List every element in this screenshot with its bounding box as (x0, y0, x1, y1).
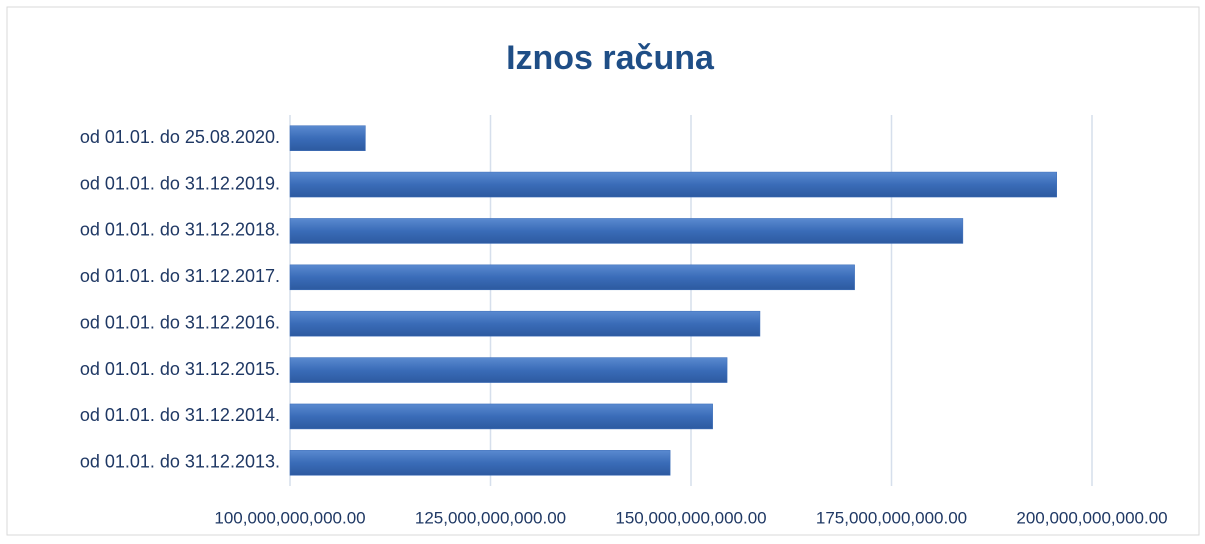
bar (289, 450, 671, 476)
y-tick-label: od 01.01. do 31.12.2017. (80, 266, 280, 286)
y-tick-label: od 01.01. do 31.12.2019. (80, 173, 280, 193)
bar (289, 125, 366, 151)
chart-title: Iznos računa (506, 39, 715, 77)
bar (289, 218, 964, 244)
x-tick-label: 200,000,000,000.00 (1016, 508, 1167, 527)
x-tick-label: 150,000,000,000.00 (615, 508, 766, 527)
y-tick-label: od 01.01. do 31.12.2016. (80, 312, 280, 332)
bar (289, 310, 761, 337)
y-tick-label: od 01.01. do 25.08.2020. (80, 127, 280, 147)
y-tick-label: od 01.01. do 31.12.2015. (80, 359, 280, 379)
x-tick-label: 175,000,000,000.00 (816, 508, 967, 527)
x-tick-label: 125,000,000,000.00 (415, 508, 566, 527)
y-tick-label: od 01.01. do 31.12.2018. (80, 220, 280, 240)
y-tick-label: od 01.01. do 31.12.2013. (80, 452, 280, 472)
bar (289, 357, 728, 383)
x-tick-label: 100,000,000,000.00 (214, 508, 365, 527)
bar (289, 403, 713, 430)
y-tick-label: od 01.01. do 31.12.2014. (80, 405, 280, 425)
bar (289, 264, 855, 291)
bar (289, 171, 1057, 198)
